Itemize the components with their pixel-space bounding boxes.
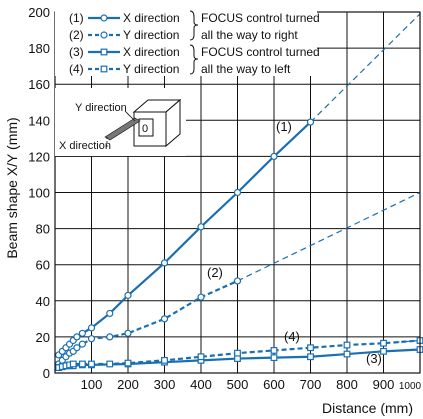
y-direction-leader [124, 110, 136, 122]
legend-note-1: FOCUS control turned [201, 11, 320, 25]
series-4-point [78, 360, 86, 368]
sensor-badge-box [138, 118, 154, 137]
y-tick-label-0: 0 [43, 366, 50, 381]
y-axis-label: Beam shape X/Y (mm) [4, 117, 20, 258]
series-3-point [343, 350, 351, 358]
legend-swatch-2 [88, 31, 120, 39]
legend-swatch-3 [88, 48, 120, 56]
y-tick-label-40: 40 [36, 294, 50, 309]
series-1-point [233, 188, 242, 197]
legend-index-4: (4) [69, 62, 84, 76]
legend-note-2: all the way to right [201, 28, 298, 42]
sensor-illustration: 0 Y direction X direction [55, 88, 186, 156]
y-tick-label-100: 100 [28, 186, 50, 201]
x-axis-label: Distance (mm) [322, 400, 413, 416]
legend-note-3: FOCUS control turned [201, 45, 320, 59]
curve-label-1: (1) [276, 119, 292, 134]
inset-x-label: X direction [59, 140, 111, 152]
legend-brace-bottom [189, 44, 199, 75]
legend: (1) X direction (2) Y direction FOCUS co… [55, 6, 320, 76]
series-1-point [73, 333, 81, 341]
series-2-line [57, 279, 238, 365]
legend-index-3: (3) [69, 45, 84, 59]
series-4-point [270, 347, 278, 354]
curve-label-2: (2) [207, 265, 223, 280]
series-1-point [270, 152, 278, 160]
series-4-point [161, 356, 168, 364]
series-4-point [343, 341, 351, 349]
legend-axis-2: Y direction [123, 28, 179, 42]
series-3-point [234, 355, 241, 362]
inset-y-label: Y direction [75, 102, 127, 114]
legend-swatch-1 [88, 14, 120, 22]
series-2-point [233, 277, 242, 285]
legend-swatch-marker-4 [100, 65, 108, 73]
sensor-badge: 0 [142, 123, 148, 135]
y-tick-label-160: 160 [28, 77, 50, 92]
y-tick-label-140: 140 [28, 113, 50, 128]
series-2-point [87, 335, 96, 343]
series-1-point [197, 223, 205, 231]
legend-brace-top [189, 10, 199, 41]
series-4-point [307, 344, 314, 352]
y-tick-label-60: 60 [36, 258, 50, 273]
series-2-point [78, 340, 86, 348]
legend-note-4: all the way to left [201, 62, 291, 76]
x-tick-label-1000: 1000 [399, 381, 422, 392]
series-4-point [69, 360, 77, 368]
y-tick-label-180: 180 [28, 41, 50, 56]
series-2-point [73, 344, 81, 352]
series-2-point [124, 329, 132, 337]
series-1-point [106, 309, 114, 318]
series-markers [55, 118, 423, 371]
curve-label-4: (4) [284, 329, 300, 344]
series-4-point [197, 353, 205, 361]
y-tick-label-120: 120 [28, 149, 50, 164]
legend-swatch-marker-1 [100, 14, 108, 22]
series-2-extrapolation [237, 191, 421, 282]
x-tick-label-300: 300 [154, 377, 176, 392]
series-4-point [106, 360, 114, 368]
series-3-point [270, 354, 278, 362]
x-tick-label-900: 900 [373, 377, 395, 392]
y-tick-label-80: 80 [36, 222, 50, 237]
series-4-point [380, 339, 387, 347]
series-2-point [160, 315, 169, 323]
beam-spot [104, 117, 141, 141]
x-tick-label-400: 400 [190, 377, 212, 392]
series-2-point [197, 293, 205, 301]
x-tick-label-600: 600 [263, 377, 285, 392]
series-3-point [307, 353, 314, 361]
series-1-point [87, 324, 96, 332]
legend-index-2: (2) [69, 28, 84, 42]
series-4-point [88, 360, 95, 368]
legend-swatch-marker-3 [100, 48, 108, 56]
series-4-point [124, 359, 132, 367]
series-2-point [106, 333, 114, 341]
series-1-point [124, 291, 132, 299]
series-1-point [78, 329, 86, 337]
y-tick-label-200: 200 [28, 5, 50, 20]
legend-index-1: (1) [69, 11, 84, 25]
x-tick-label-700: 700 [300, 377, 322, 392]
x-tick-label-800: 800 [336, 377, 358, 392]
x-tick-label-200: 200 [117, 377, 139, 392]
series-1-extrapolation [310, 13, 421, 123]
series-3-point [380, 347, 387, 355]
legend-swatch-marker-2 [100, 31, 108, 39]
x-tick-label-500: 500 [227, 377, 249, 392]
x-tick-label-100: 100 [81, 377, 103, 392]
series-1-point [306, 118, 315, 126]
series-lines [57, 121, 421, 369]
legend-axis-1: X direction [123, 11, 180, 25]
series-1-point [160, 259, 169, 267]
curve-label-3: (3) [366, 351, 382, 366]
legend-swatch-4 [88, 65, 120, 73]
tick-labels: 0 20 40 60 80 100 120 140 160 180 200 100 200 300 400 5… [28, 5, 421, 392]
legend-axis-4: Y direction [123, 62, 179, 76]
legend-axis-3: X direction [123, 45, 180, 59]
y-tick-label-20: 20 [36, 330, 50, 345]
series-4-point [234, 349, 241, 357]
